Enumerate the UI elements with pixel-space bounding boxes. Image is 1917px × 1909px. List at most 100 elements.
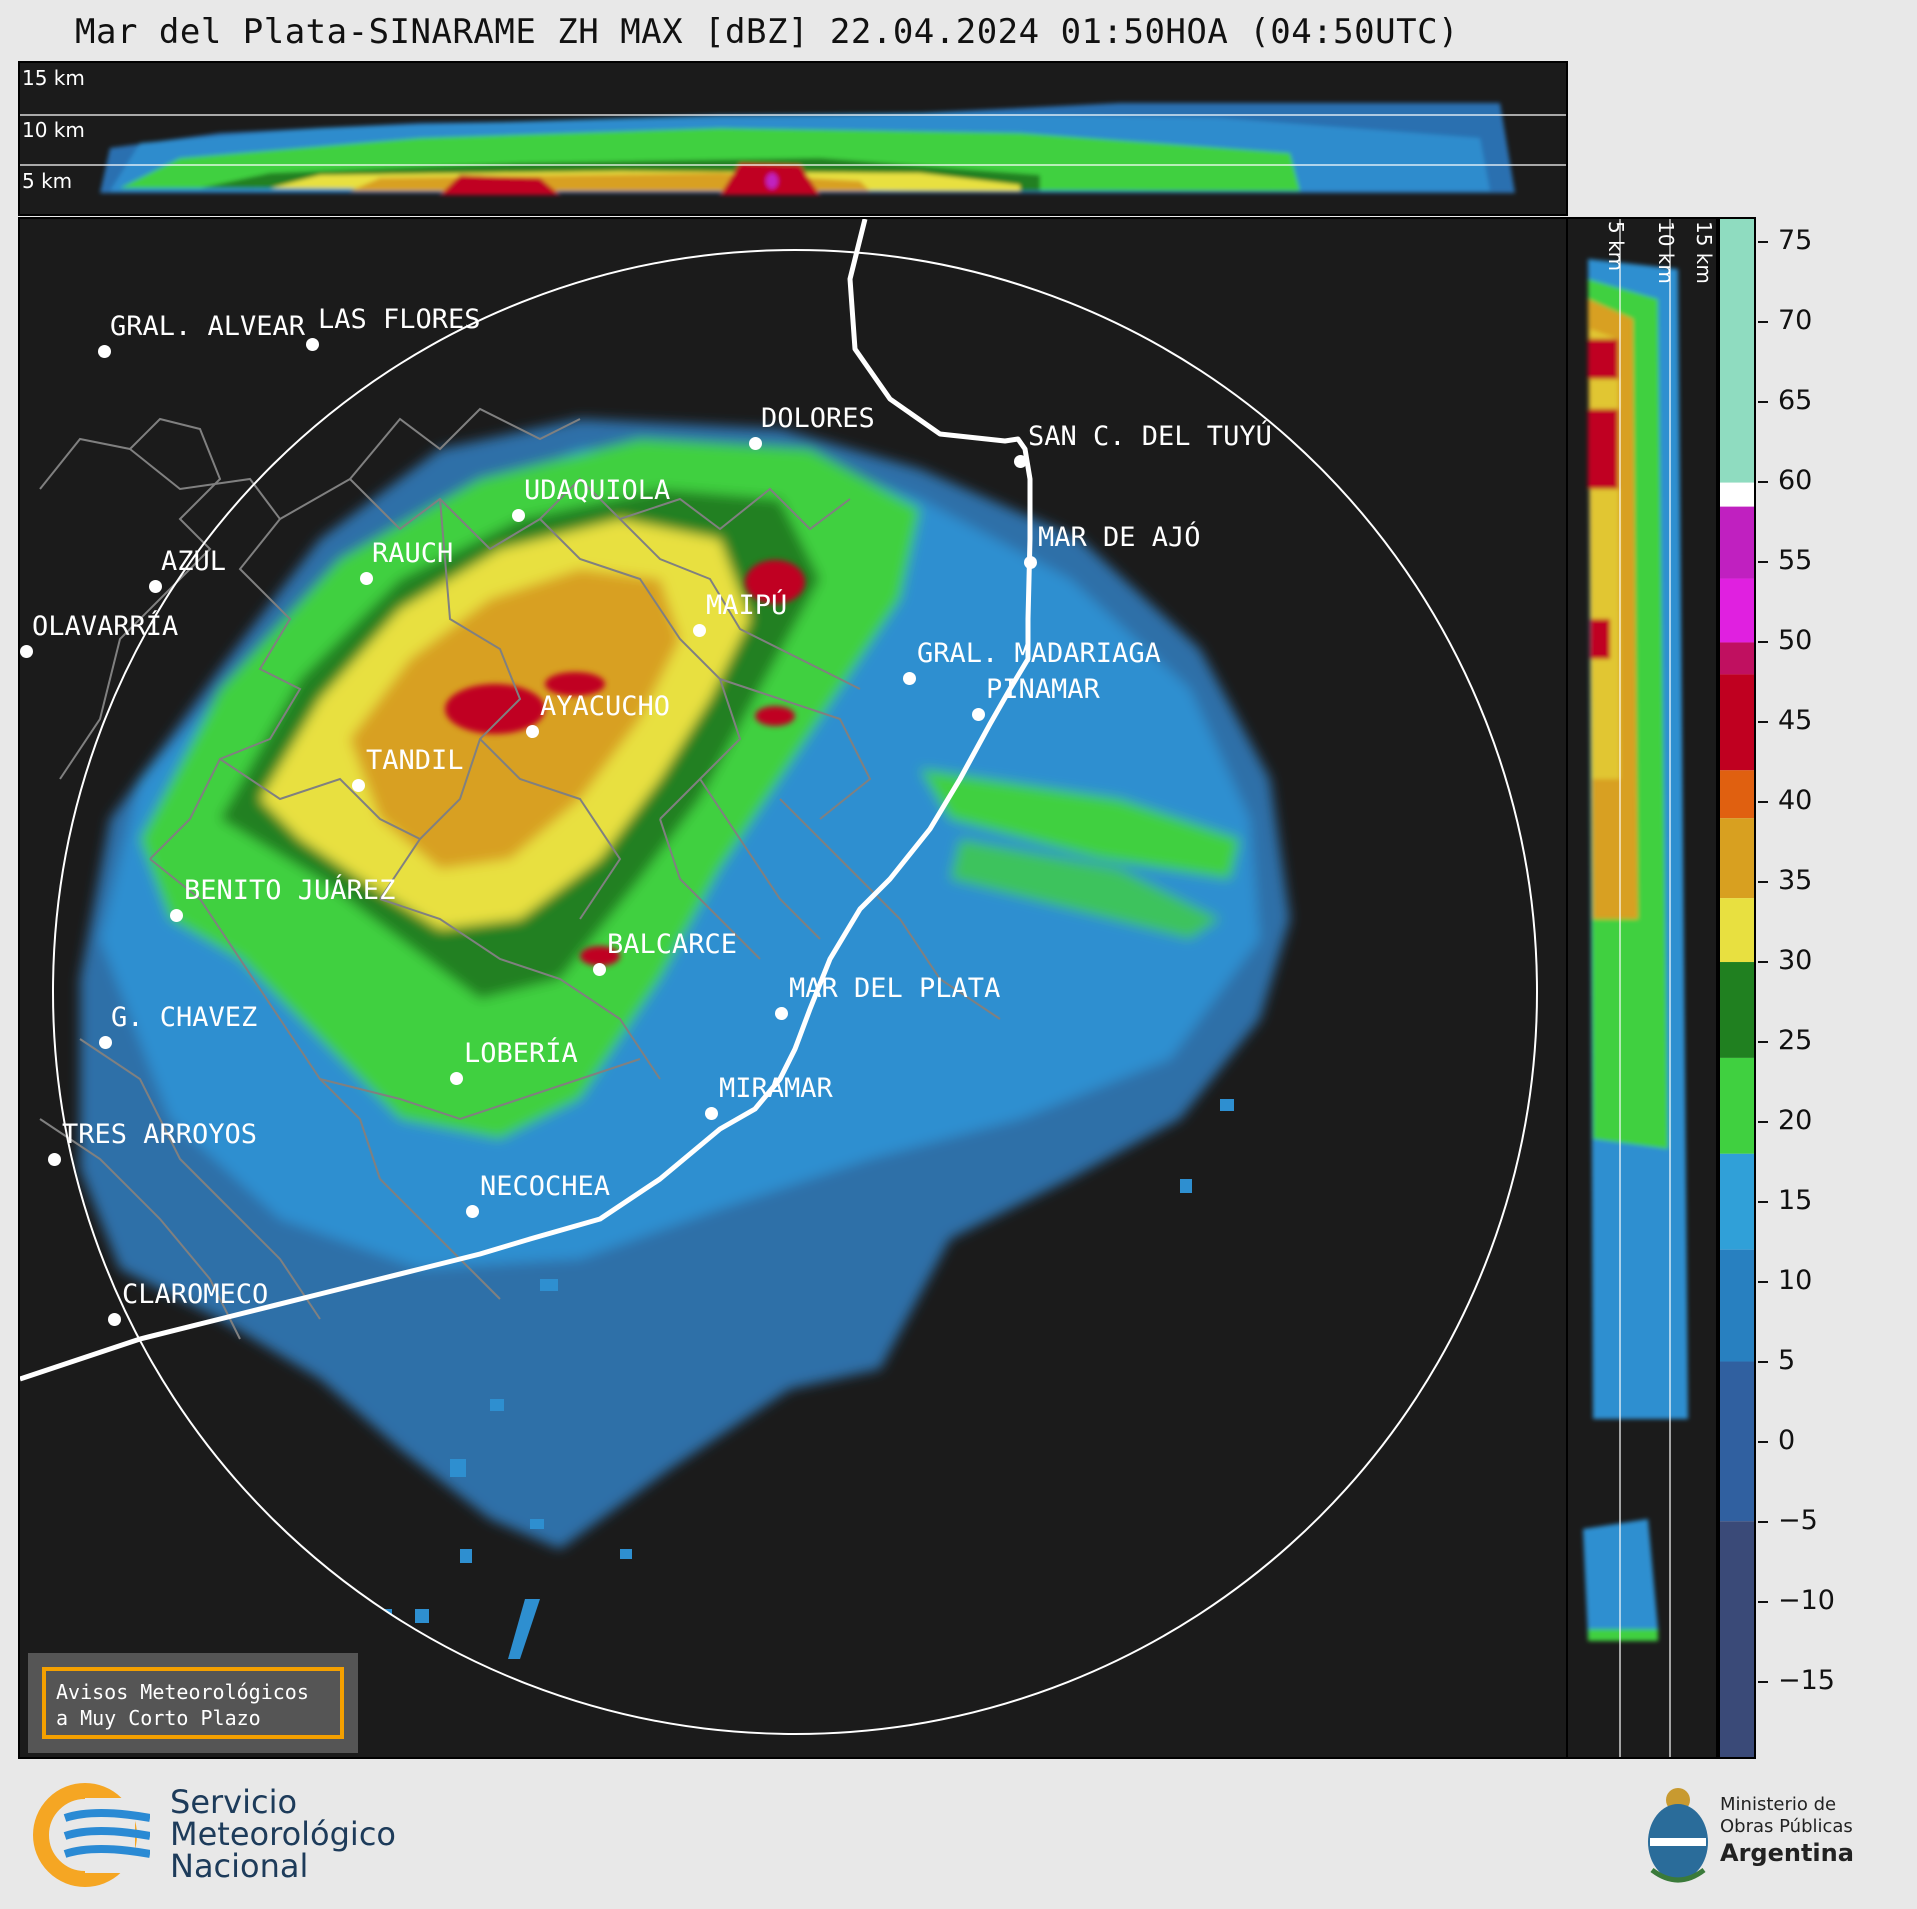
colorbar-band: [1720, 506, 1754, 579]
top-cross-section: 15 km 10 km 5 km: [18, 61, 1568, 216]
city-label-rauch: RAUCH: [372, 538, 454, 569]
colorbar-band: [1720, 578, 1754, 643]
city-label-claromeco: CLAROMECO: [122, 1279, 269, 1310]
city-label-pinamar: PINAMAR: [986, 674, 1100, 705]
colorbar-tick: 40: [1758, 785, 1812, 816]
top-xs-label-15km: 15 km: [22, 66, 85, 90]
city-label-maipu: MAIPÚ: [706, 590, 788, 621]
city-dot-tandil: [352, 779, 365, 792]
colorbar-band: [1720, 1153, 1754, 1250]
city-dot-olavarria: [20, 645, 33, 658]
city-label-gral-alvear: GRAL. ALVEAR: [110, 311, 306, 342]
colorbar-tick: −5: [1758, 1505, 1818, 1536]
smn-logo-line2: Meteorológico: [170, 1815, 396, 1853]
city-dot-gral-alvear: [98, 345, 111, 358]
city-dot-loberia: [450, 1072, 463, 1085]
city-label-benito-juarez: BENITO JUÁREZ: [184, 875, 396, 906]
colorbar-band: [1720, 1521, 1754, 1757]
ministry-logo: Ministerio de Obras Públicas Argentina: [1640, 1780, 1900, 1890]
city-dot-udaquiola: [512, 509, 525, 522]
city-dot-pinamar: [972, 708, 985, 721]
right-cross-section-echo: [1583, 219, 1688, 1757]
top-xs-label-10km: 10 km: [22, 118, 85, 142]
avisos-button[interactable]: Avisos Meteorológicos a Muy Corto Plazo: [28, 1653, 358, 1753]
colorbar-tick: 20: [1758, 1105, 1812, 1136]
colorbar-tick: 10: [1758, 1265, 1812, 1296]
city-dot-benito-juarez: [170, 909, 183, 922]
city-dot-maipu: [693, 624, 706, 637]
colorbar-tick: 75: [1758, 225, 1812, 256]
colorbar-band: [1720, 1361, 1754, 1522]
city-label-necochea: NECOCHEA: [480, 1171, 611, 1202]
city-label-miramar: MIRAMAR: [719, 1073, 833, 1104]
city-label-mar-del-plata: MAR DEL PLATA: [789, 973, 1001, 1004]
city-dot-balcarce: [593, 963, 606, 976]
ministry-logo-text: Ministerio de Obras Públicas Argentina: [1720, 1794, 1854, 1868]
city-dot-mar-del-plata: [775, 1007, 788, 1020]
smn-logo-line3: Nacional: [170, 1847, 309, 1885]
right-xs-label-5km: 5 km: [1604, 221, 1628, 272]
right-xs-label-10km: 10 km: [1654, 221, 1678, 284]
city-dot-miramar: [705, 1107, 718, 1120]
colorbar-bands: [1720, 219, 1754, 1757]
city-label-azul: AZUL: [161, 546, 227, 577]
avisos-line2: a Muy Corto Plazo: [56, 1706, 261, 1730]
colorbar-ticks: 75 70 65 60 55 50 45 40 35 30 25 20 15 1…: [1758, 217, 1878, 1759]
colorbar-tick: 65: [1758, 385, 1812, 416]
right-xs-label-15km: 15 km: [1692, 221, 1716, 284]
city-label-tandil: TANDIL: [366, 745, 464, 776]
city-dot-g-chavez: [99, 1036, 112, 1049]
city-label-udaquiola: UDAQUIOLA: [524, 475, 671, 506]
city-dot-gral-madariaga: [903, 672, 916, 685]
city-dot-las-flores: [306, 338, 319, 351]
colorbar-tick: 25: [1758, 1025, 1812, 1056]
city-label-balcarce: BALCARCE: [607, 929, 738, 960]
city-dot-rauch: [360, 572, 373, 585]
top-cross-section-echo: [20, 103, 1566, 195]
colorbar-tick: −15: [1758, 1665, 1835, 1696]
city-dot-san-c-del-tuyu: [1014, 455, 1027, 468]
colorbar-tick: 15: [1758, 1185, 1812, 1216]
city-dot-dolores: [749, 437, 762, 450]
colorbar-tick: 0: [1758, 1425, 1795, 1456]
city-dot-tres-arroyos: [48, 1153, 61, 1166]
colorbar-tick: 50: [1758, 625, 1812, 656]
colorbar-tick: 35: [1758, 865, 1812, 896]
colorbar-tick: 45: [1758, 705, 1812, 736]
colorbar-band: [1720, 219, 1754, 483]
colorbar-band: [1720, 642, 1754, 675]
city-label-loberia: LOBERÍA: [464, 1038, 578, 1069]
city-dot-claromeco: [108, 1313, 121, 1326]
colorbar-band: [1720, 674, 1754, 771]
city-dot-ayacucho: [526, 725, 539, 738]
city-label-ayacucho: AYACUCHO: [540, 691, 671, 722]
map-title: Mar del Plata-SINARAME ZH MAX [dBZ] 22.0…: [75, 12, 1460, 52]
colorbar-band: [1720, 1249, 1754, 1362]
radar-map-graphics: [20, 219, 1538, 1735]
top-xs-label-5km: 5 km: [22, 169, 73, 193]
city-dot-mar-de-ajo: [1024, 556, 1037, 569]
city-dot-azul: [149, 580, 162, 593]
colorbar-tick: 5: [1758, 1345, 1795, 1376]
smn-logo-icon: [33, 1783, 150, 1887]
city-label-g-chavez: G. CHAVEZ: [111, 1002, 258, 1033]
colorbar-band: [1720, 482, 1754, 507]
avisos-frame: Avisos Meteorológicos a Muy Corto Plazo: [42, 1667, 344, 1739]
ministry-logo-line2: Obras Públicas: [1720, 1816, 1853, 1837]
colorbar-band: [1720, 770, 1754, 819]
city-label-mar-de-ajo: MAR DE AJÓ: [1038, 522, 1201, 553]
colorbar-tick: 30: [1758, 945, 1812, 976]
colorbar-tick: 55: [1758, 545, 1812, 576]
colorbar-band: [1720, 1057, 1754, 1154]
colorbar: [1718, 217, 1756, 1759]
colorbar-tick: 70: [1758, 305, 1812, 336]
city-label-san-c-del-tuyu: SAN C. DEL TUYÚ: [1028, 421, 1272, 452]
city-label-las-flores: LAS FLORES: [318, 304, 481, 335]
smn-logo-text: Servicio Meteorológico Nacional: [170, 1786, 396, 1882]
city-label-olavarria: OLAVARRÍA: [32, 611, 179, 642]
city-label-tres-arroyos: TRES ARROYOS: [62, 1119, 258, 1150]
colorbar-band: [1720, 898, 1754, 963]
smn-logo-line1: Servicio: [170, 1783, 298, 1821]
smn-logo: Servicio Meteorológico Nacional: [30, 1778, 430, 1893]
city-dot-necochea: [466, 1205, 479, 1218]
